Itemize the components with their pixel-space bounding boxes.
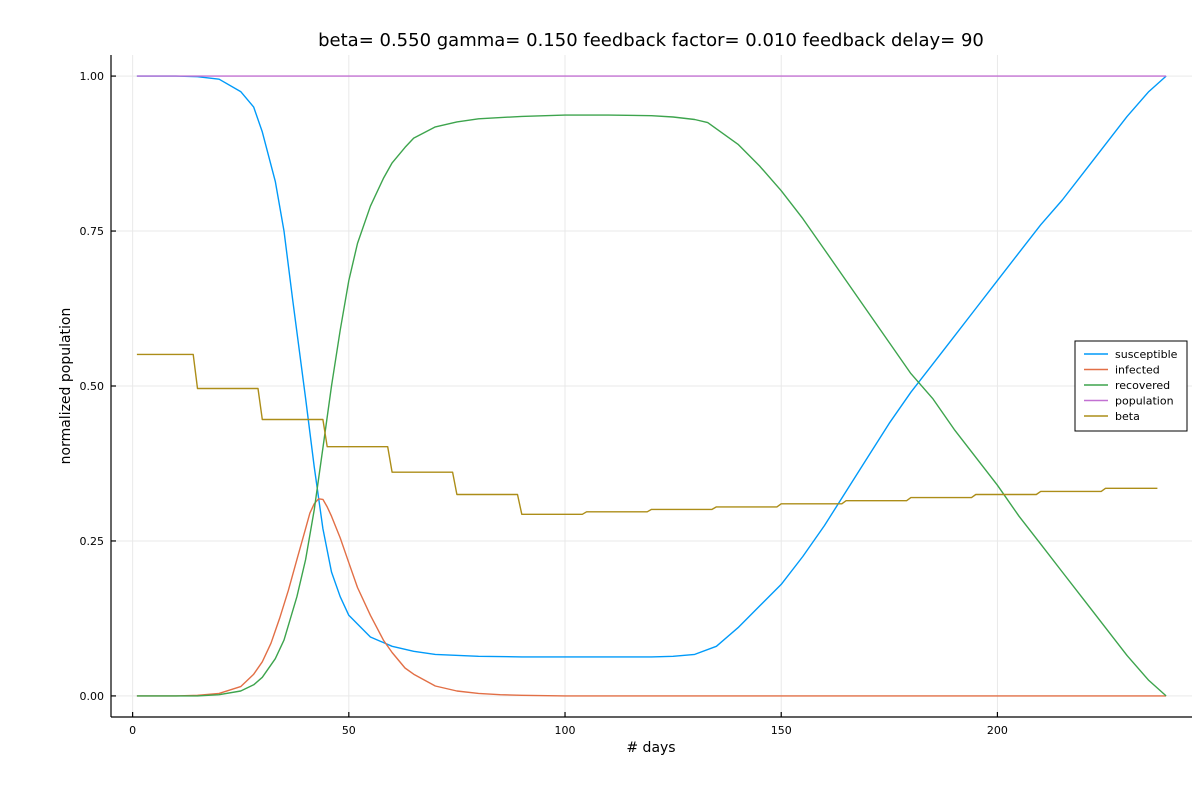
x-tick-label: 50 xyxy=(342,724,356,737)
x-tick-label: 200 xyxy=(987,724,1008,737)
chart-title: beta= 0.550 gamma= 0.150 feedback factor… xyxy=(318,30,984,51)
grid xyxy=(111,55,1192,717)
legend-label-beta: beta xyxy=(1115,410,1140,423)
tick-labels: 0 50 100 150 200 0.00 0.25 0.50 0.75 1.00 xyxy=(80,70,1008,737)
y-tick-label: 1.00 xyxy=(80,70,105,83)
x-tick-label: 0 xyxy=(129,724,136,737)
series-line-susceptible xyxy=(136,75,1167,658)
y-tick-label: 0.75 xyxy=(80,225,105,238)
legend-box xyxy=(1074,340,1188,432)
x-tick-label: 100 xyxy=(555,724,576,737)
legend-label-susceptible: susceptible xyxy=(1115,348,1178,361)
legend: susceptible infected recovered population be… xyxy=(1074,340,1188,432)
series-line-beta xyxy=(136,353,1158,515)
x-axis-label: # days xyxy=(626,740,675,756)
legend-label-population: population xyxy=(1115,395,1174,408)
y-axis-label: normalized population xyxy=(58,308,74,465)
legend-label-infected: infected xyxy=(1115,364,1160,377)
series-line-recovered xyxy=(136,114,1167,697)
x-tick-label: 150 xyxy=(771,724,792,737)
y-tick-label: 0.25 xyxy=(80,535,105,548)
axes xyxy=(110,55,1192,718)
series-line-infected xyxy=(136,498,1167,697)
legend-label-recovered: recovered xyxy=(1115,379,1170,392)
y-tick-label: 0.50 xyxy=(80,380,105,393)
plot-area xyxy=(136,75,1167,697)
y-tick-label: 0.00 xyxy=(80,690,105,703)
